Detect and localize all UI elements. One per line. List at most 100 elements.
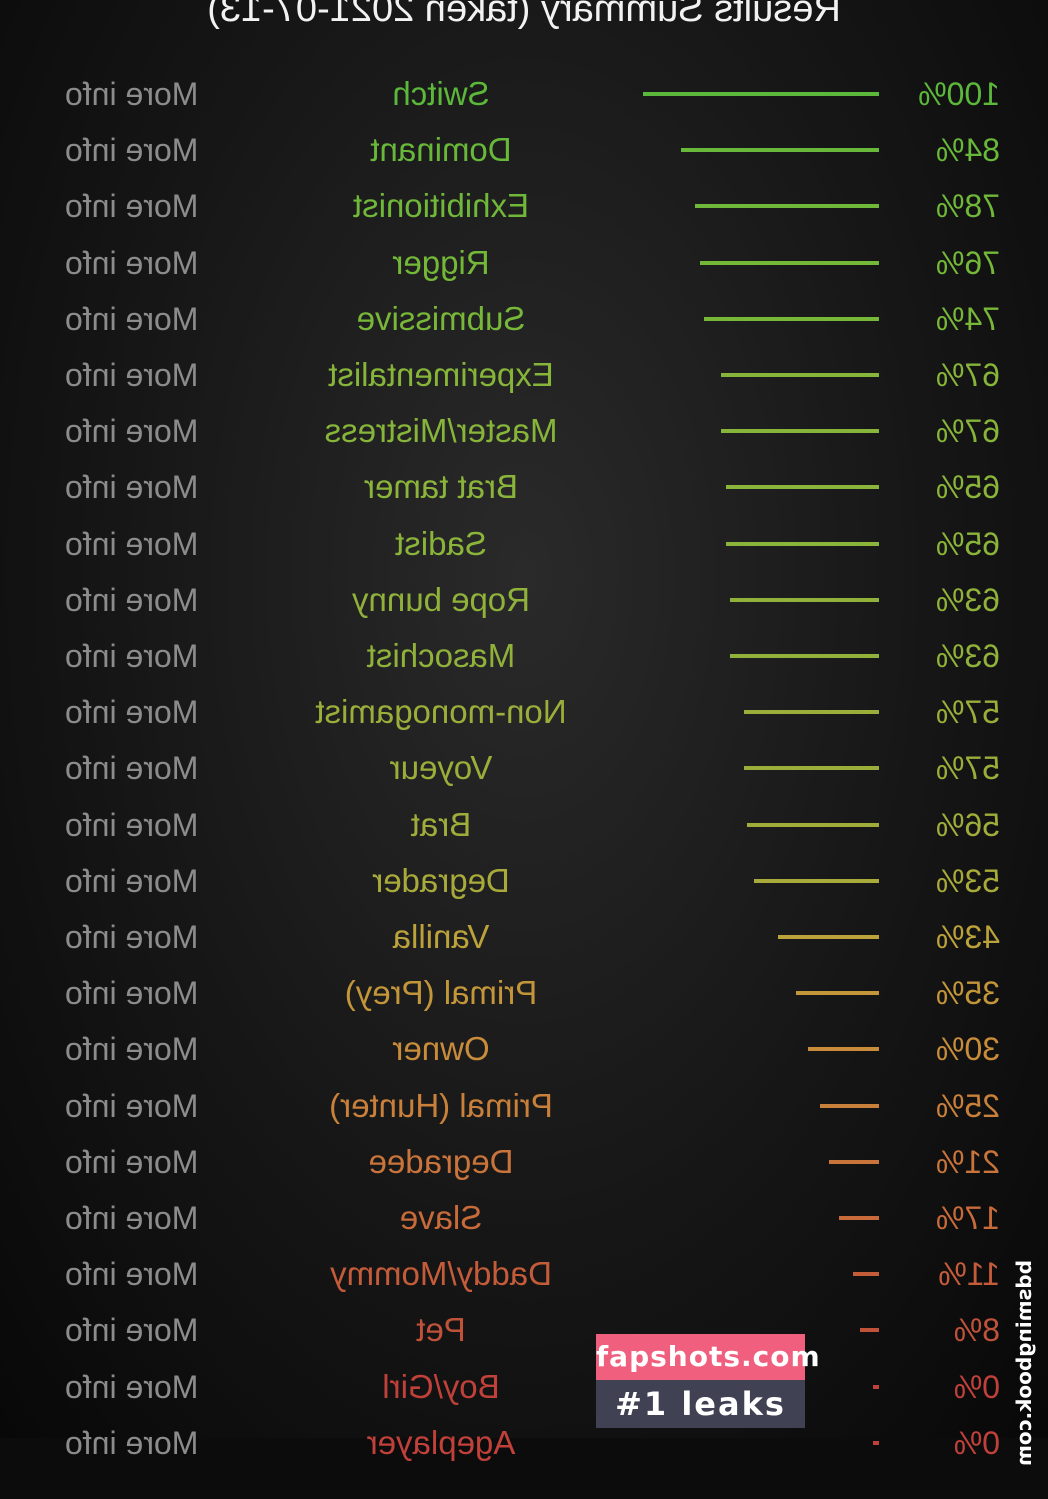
more-info-link[interactable]: More info <box>65 1087 199 1124</box>
result-name: Daddy/Mommy <box>330 1255 552 1293</box>
result-name: Ageplayer <box>366 1423 516 1461</box>
more-info-link[interactable]: More info <box>65 1424 199 1461</box>
result-row: 0% Ageplayer More info <box>0 1424 1048 1499</box>
more-info-link[interactable]: More info <box>65 132 199 169</box>
more-info-link[interactable]: More info <box>65 975 199 1012</box>
result-percent: 57% <box>935 694 1000 731</box>
result-bar <box>643 92 879 96</box>
more-info-link[interactable]: More info <box>65 469 199 506</box>
more-info-link[interactable]: More info <box>65 244 199 281</box>
result-percent: 67% <box>935 413 1000 450</box>
result-bar <box>744 710 879 715</box>
result-name: Master/Mistress <box>324 412 558 450</box>
result-percent: 63% <box>935 638 1000 674</box>
result-bar <box>853 1272 879 1277</box>
result-name: Voyeur <box>389 749 493 787</box>
result-percent: 30% <box>935 1031 1000 1068</box>
result-name: Degradee <box>368 1142 514 1180</box>
result-bar <box>873 1440 879 1445</box>
result-name: Brat <box>410 805 472 843</box>
result-bar <box>694 204 879 209</box>
result-bar <box>838 1216 879 1220</box>
more-info-link[interactable]: More info <box>65 1200 199 1236</box>
watermark-site: fapshots.com <box>596 1334 820 1380</box>
more-info-link[interactable]: More info <box>65 1256 199 1293</box>
more-info-link[interactable]: More info <box>65 750 199 787</box>
more-info-link[interactable]: More info <box>65 413 199 450</box>
result-percent: 35% <box>935 975 1000 1012</box>
result-percent: 74% <box>935 300 1000 337</box>
result-name: Dominant <box>370 131 512 169</box>
result-name: Pet <box>416 1311 466 1349</box>
more-info-link[interactable]: More info <box>65 188 199 225</box>
result-name: Slave <box>399 1199 483 1236</box>
result-name: Boy/Girl <box>382 1367 500 1405</box>
result-name: Sadist <box>395 524 487 562</box>
result-name: Switch <box>392 75 490 112</box>
watermark-tagline: #1 leaks <box>596 1380 805 1428</box>
result-name: Owner <box>392 1030 490 1068</box>
result-percent: 17% <box>935 1200 1000 1236</box>
result-percent: 21% <box>935 1143 1000 1180</box>
more-info-link[interactable]: More info <box>65 638 199 674</box>
result-percent: 11% <box>938 1256 1000 1293</box>
result-name: Vanilla <box>392 918 490 955</box>
result-percent: 65% <box>935 469 1000 506</box>
result-bar <box>720 373 879 377</box>
fapshots-watermark: fapshots.com #1 leaks <box>596 1334 820 1428</box>
result-bar <box>704 316 879 321</box>
result-bar <box>730 597 879 602</box>
result-percent: 57% <box>935 750 1000 787</box>
result-bar <box>699 260 879 265</box>
result-name: Experimentalist <box>328 356 554 393</box>
result-name: Exhibitionist <box>352 187 530 225</box>
more-info-link[interactable]: More info <box>65 1031 199 1068</box>
result-bar <box>873 1384 879 1389</box>
more-info-link[interactable]: More info <box>65 919 199 955</box>
result-bar <box>730 654 879 658</box>
more-info-link[interactable]: More info <box>65 76 199 112</box>
more-info-link[interactable]: More info <box>65 1312 199 1349</box>
result-percent: 53% <box>935 862 1000 899</box>
more-info-link[interactable]: More info <box>65 357 199 393</box>
result-name: Masochist <box>366 637 516 674</box>
result-bar <box>746 822 879 827</box>
result-bar <box>777 935 879 939</box>
result-bar <box>720 429 879 434</box>
result-percent: 0% <box>953 1424 1000 1461</box>
more-info-link[interactable]: More info <box>65 1143 199 1180</box>
more-info-link[interactable]: More info <box>65 525 199 562</box>
result-percent: 78% <box>935 188 1000 225</box>
result-name: Non-monogamist <box>315 693 567 731</box>
result-percent: 76% <box>935 244 1000 281</box>
graffiti-background <box>0 0 1048 1438</box>
result-bar <box>829 1159 879 1164</box>
result-percent: 8% <box>953 1312 1000 1349</box>
result-percent: 65% <box>935 525 1000 562</box>
result-percent: 84% <box>935 132 1000 169</box>
result-percent: 25% <box>935 1087 1000 1124</box>
more-info-link[interactable]: More info <box>65 1368 199 1405</box>
more-info-link[interactable]: More info <box>65 300 199 337</box>
result-bar <box>680 148 879 153</box>
more-info-link[interactable]: More info <box>65 862 199 899</box>
more-info-link[interactable]: More info <box>65 806 199 843</box>
results-summary-mirrored: Results Summary (taken 2021-07-13) 100% S… <box>65 0 1000 1461</box>
result-percent: 56% <box>935 806 1000 843</box>
result-name: Degrader <box>372 861 510 899</box>
result-bar <box>860 1328 879 1333</box>
result-bar <box>808 1047 879 1052</box>
result-name: Submissive <box>356 299 526 337</box>
more-info-link[interactable]: More info <box>65 694 199 731</box>
result-percent: 63% <box>935 581 1000 618</box>
result-name: Rigger <box>392 243 490 281</box>
result-percent: 0% <box>953 1368 1000 1405</box>
page-title: Results Summary (taken 2021-07-13) <box>207 0 841 30</box>
result-percent: 67% <box>935 357 1000 393</box>
result-bar <box>725 541 879 546</box>
result-bar <box>753 878 879 883</box>
result-percent: 43% <box>935 919 1000 955</box>
result-percent: 100% <box>918 76 1000 112</box>
result-bar <box>820 1103 879 1108</box>
more-info-link[interactable]: More info <box>65 581 199 618</box>
